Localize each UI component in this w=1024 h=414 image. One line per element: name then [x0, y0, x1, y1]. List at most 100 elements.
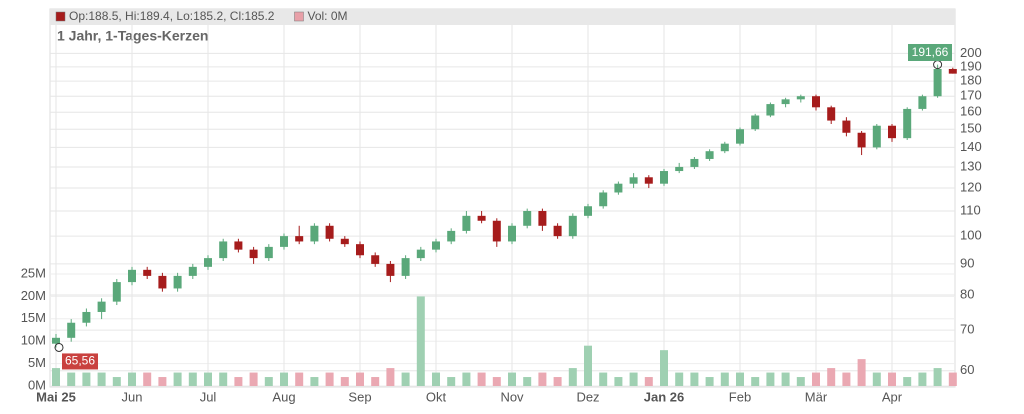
volume-bar	[143, 372, 152, 386]
x-tick-label: Aug	[272, 389, 295, 404]
y2-tick-label: 10M	[21, 333, 46, 348]
volume-bar	[128, 372, 136, 386]
volume-bar	[553, 377, 562, 386]
volume-bar	[568, 368, 577, 386]
candle-body	[675, 166, 684, 172]
volume-bar	[67, 372, 76, 386]
x-tick-label: Jan 26	[644, 389, 684, 404]
y-tick-label: 90	[960, 255, 974, 270]
candle-body	[690, 158, 699, 167]
candle-body	[720, 143, 729, 152]
volume-bar	[614, 377, 623, 386]
candle-body	[325, 225, 334, 239]
y2-tick-label: 15M	[21, 310, 46, 325]
volume-bar	[188, 372, 197, 386]
candle-body	[553, 225, 562, 237]
volume-bar	[812, 372, 820, 386]
candle-body	[705, 151, 714, 159]
volume-bar	[401, 372, 410, 386]
volume-bar	[97, 372, 106, 386]
candle-body	[857, 132, 866, 148]
y2-tick-label: 5M	[28, 355, 46, 370]
volume-bar	[766, 372, 775, 386]
volume-bar	[888, 372, 896, 386]
volume-bar	[508, 372, 516, 386]
candle-body	[812, 96, 820, 108]
volume-bar	[827, 368, 836, 386]
legend-bar	[50, 9, 955, 25]
candle-body	[447, 230, 456, 242]
x-tick-label: Apr	[882, 389, 903, 404]
candle-body	[492, 220, 501, 242]
candle-body	[538, 210, 547, 226]
candle-body	[264, 246, 273, 259]
legend-swatch	[294, 11, 304, 22]
y-tick-label: 180	[960, 73, 982, 88]
volume-bar	[842, 372, 851, 386]
x-tick-label: Sep	[348, 389, 371, 404]
candle-body	[295, 236, 304, 242]
volume-bar	[447, 377, 456, 386]
y2-tick-label: 25M	[21, 265, 46, 280]
volume-bar	[872, 372, 881, 386]
volume-bar	[204, 372, 212, 386]
candle-body	[660, 171, 668, 184]
candle-body	[599, 192, 608, 207]
y2-tick-label: 0M	[28, 377, 46, 392]
y-tick-label: 150	[960, 121, 982, 136]
volume-bar	[629, 372, 638, 386]
candle-body	[644, 177, 653, 184]
volume-bar	[325, 372, 334, 386]
volume-bar	[112, 377, 121, 386]
volume-bar	[477, 372, 486, 386]
y-tick-label: 130	[960, 158, 982, 173]
candle-body	[188, 266, 197, 276]
y-tick-label: 160	[960, 104, 982, 119]
candle-body	[614, 183, 623, 193]
volume-bar	[690, 372, 699, 386]
volume-bar	[584, 345, 592, 386]
volume-bar	[219, 372, 228, 386]
volume-bar	[599, 372, 608, 386]
x-tick-label: Mär	[805, 389, 828, 404]
candle-body	[796, 96, 805, 100]
volume-bar	[432, 372, 440, 386]
volume-bar	[158, 377, 167, 386]
volume-bar	[295, 372, 304, 386]
volume-bar	[903, 377, 912, 386]
candle-body	[82, 311, 91, 323]
x-tick-label: Okt	[426, 389, 447, 404]
volume-bar	[492, 377, 501, 386]
candle-body	[629, 177, 638, 184]
volume-bar	[918, 372, 927, 386]
volume-bar	[751, 377, 760, 386]
volume-bar	[644, 377, 653, 386]
volume-bar	[705, 377, 714, 386]
legend-label: Op:188.5, Hi:189.4, Lo:185.2, Cl:185.2	[69, 9, 275, 23]
candle-body	[249, 249, 258, 259]
candle-body	[356, 244, 364, 256]
volume-bar	[523, 377, 532, 386]
volume-bar	[796, 377, 805, 386]
y-tick-label: 200	[960, 45, 982, 60]
y-tick-label: 70	[960, 322, 974, 337]
candle-body	[736, 129, 744, 144]
x-tick-label: Feb	[729, 389, 751, 404]
volume-bar	[857, 359, 866, 386]
max-label-box	[908, 44, 952, 61]
legend-label: Vol: 0M	[307, 9, 347, 23]
candle-body	[766, 104, 775, 116]
candle-body	[401, 258, 410, 276]
max-label: 191,66	[912, 45, 949, 59]
y-tick-label: 170	[960, 88, 982, 103]
volume-bar	[660, 350, 668, 386]
candle-body	[280, 236, 288, 247]
candle-body	[204, 258, 212, 267]
volume-bar	[538, 372, 547, 386]
y-tick-label: 140	[960, 139, 982, 154]
legend-swatch	[55, 11, 66, 22]
x-tick-label: Nov	[500, 389, 524, 404]
candle-body	[568, 215, 577, 237]
candle-body	[508, 225, 516, 242]
